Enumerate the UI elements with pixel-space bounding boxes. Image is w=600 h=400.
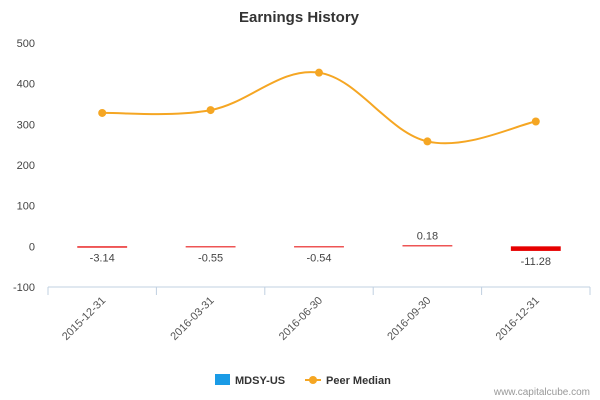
y-axis: 500 400 300 200 100 0 -100 (13, 38, 35, 294)
legend: MDSY-US Peer Median (215, 374, 391, 387)
legend-peer-label[interactable]: Peer Median (326, 375, 391, 387)
y-tick-label: 200 (17, 160, 35, 172)
x-tick-label: 2015-12-31 (60, 295, 108, 343)
mdsy-bar[interactable] (185, 246, 236, 248)
legend-mdsy-swatch[interactable] (215, 374, 230, 385)
peer-median-line (98, 68, 540, 146)
y-tick-label: 400 (17, 79, 35, 91)
y-tick-label: 0 (29, 241, 35, 253)
peer-median-point[interactable] (315, 68, 323, 77)
peer-median-point[interactable] (98, 108, 107, 117)
x-tick-label: 2016-12-31 (494, 295, 542, 343)
mdsy-bar-label: 0.18 (417, 230, 438, 242)
y-tick-label: 500 (17, 38, 35, 50)
mdsy-bars (77, 245, 561, 251)
peer-median-point[interactable] (423, 137, 432, 146)
peer-median-point[interactable] (531, 117, 540, 126)
peer-median-point[interactable] (206, 106, 215, 115)
y-tick-label: -100 (13, 282, 35, 294)
y-tick-label: 300 (17, 119, 35, 131)
x-axis: 2015-12-31 2016-03-31 2016-06-30 2016-09-30… (47, 286, 591, 343)
mdsy-bar[interactable] (77, 246, 128, 248)
mdsy-bar[interactable] (402, 245, 453, 247)
mdsy-bar-label: -0.55 (198, 252, 223, 264)
credit-text: www.capitalcube.com (493, 387, 590, 398)
mdsy-bar-label: -11.28 (521, 256, 551, 268)
mdsy-bar-label: -3.14 (90, 253, 115, 265)
legend-peer-marker (309, 376, 317, 384)
y-tick-label: 100 (17, 201, 35, 213)
x-tick-label: 2016-06-30 (277, 295, 325, 343)
legend-mdsy-label[interactable]: MDSY-US (235, 375, 285, 387)
mdsy-bar-label: -0.54 (306, 252, 331, 264)
mdsy-bar[interactable] (510, 246, 561, 251)
x-tick-label: 2016-09-30 (385, 295, 433, 343)
peer-median-path (102, 71, 536, 145)
mdsy-bar-labels: -3.14 -0.55 -0.54 0.18 -11.28 (90, 230, 551, 268)
mdsy-bar[interactable] (294, 246, 344, 248)
x-tick-label: 2016-03-31 (168, 295, 216, 343)
chart-title: Earnings History (239, 9, 360, 26)
